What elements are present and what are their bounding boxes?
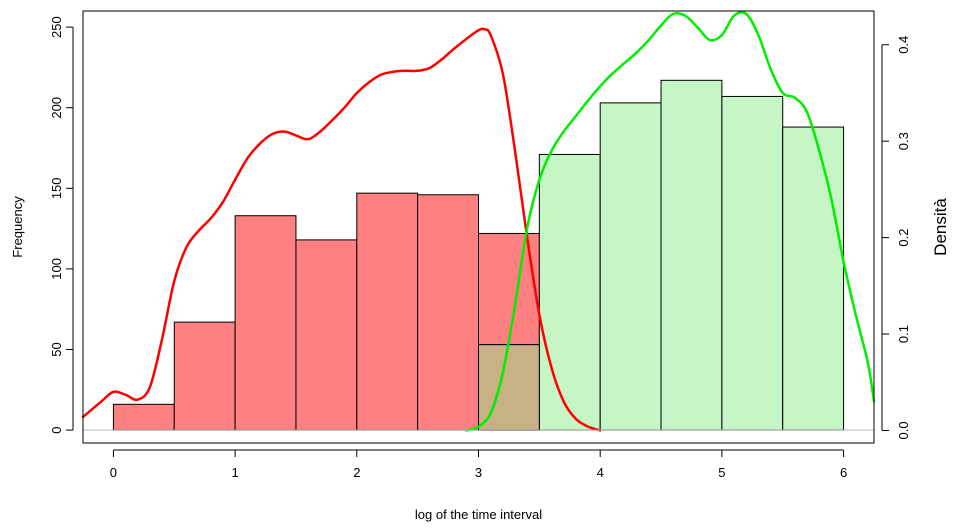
x-tick-label: 3 — [475, 465, 482, 480]
y2-tick-label: 0.0 — [896, 421, 911, 439]
density-curve-1 — [81, 27, 602, 432]
x-tick-label: 4 — [597, 465, 604, 480]
y-tick-label: 0 — [49, 426, 64, 433]
x-tick-label: 5 — [718, 465, 725, 480]
x-axis: 0 1 2 3 4 5 6 — [110, 449, 847, 480]
x-tick-label: 1 — [231, 465, 238, 480]
y-axis-frequency: 0 50 100 150 200 250 — [49, 16, 74, 434]
y-tick-label: 250 — [49, 16, 64, 38]
histogram-bar-2-4 — [660, 79, 723, 431]
histogram-bar-1-2 — [173, 321, 236, 431]
y-tick-label: 50 — [49, 342, 64, 356]
x-tick-label: 6 — [840, 465, 847, 480]
histogram-bar-1-1 — [112, 403, 175, 431]
x-tick-label: 0 — [110, 465, 117, 480]
y-axis-density: 0.0 0.1 0.2 0.3 0.4 — [881, 36, 911, 440]
x-tick-label: 2 — [353, 465, 360, 480]
y2-tick-label: 0.2 — [896, 229, 911, 247]
histogram-bar-1-6 — [417, 194, 479, 431]
histogram-bar-1-4 — [295, 239, 358, 431]
density-curves — [81, 10, 876, 432]
y2-axis-label: Densità — [931, 198, 950, 256]
histogram-bar-2-6 — [782, 126, 845, 431]
histogram-bar-2-5 — [721, 95, 784, 431]
x-axis-label: log of the time interval — [415, 507, 542, 522]
y-tick-label: 150 — [49, 177, 64, 199]
y2-tick-label: 0.3 — [896, 132, 911, 150]
y-axis-label: Frequency — [10, 196, 25, 258]
histogram-bars — [112, 79, 845, 431]
y2-tick-label: 0.4 — [896, 36, 911, 54]
histogram-bar-1-5 — [356, 192, 419, 431]
histogram-bar-2-2 — [538, 153, 601, 431]
density-curve-2 — [465, 10, 876, 432]
plot-frame — [82, 10, 875, 444]
histogram-bar-1-3 — [234, 215, 297, 431]
y-tick-label: 100 — [49, 258, 64, 280]
y-tick-label: 200 — [49, 97, 64, 119]
y2-tick-label: 0.1 — [896, 325, 911, 343]
histogram-bar-2-3 — [599, 102, 662, 431]
